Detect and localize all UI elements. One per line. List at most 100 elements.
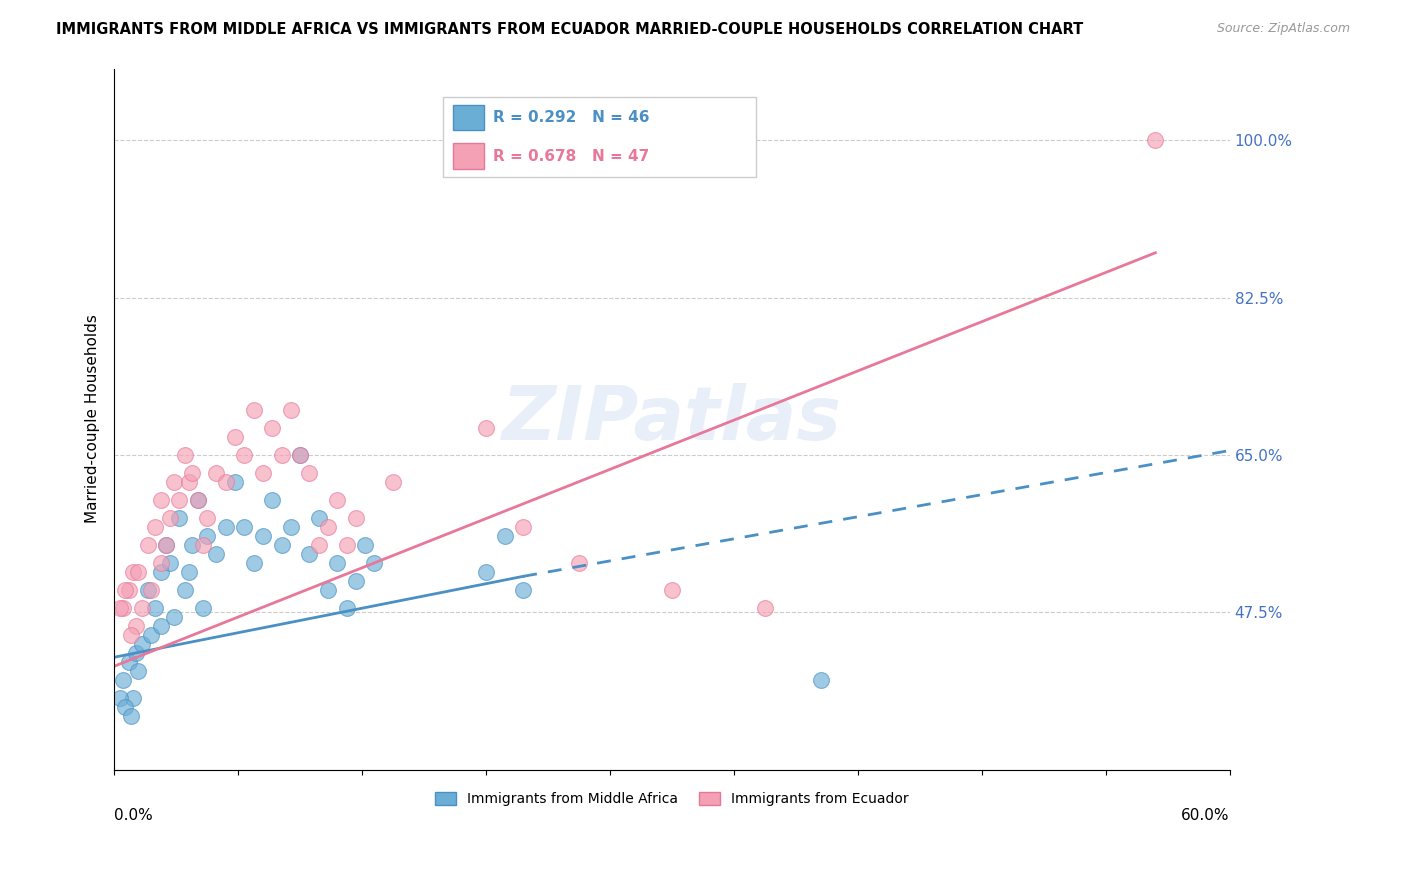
Point bbox=[316, 520, 339, 534]
Point bbox=[326, 556, 349, 570]
Point bbox=[195, 511, 218, 525]
Point bbox=[215, 475, 238, 489]
Point bbox=[163, 609, 186, 624]
Point bbox=[127, 565, 149, 579]
Point bbox=[233, 448, 256, 462]
Point bbox=[810, 673, 832, 687]
Point bbox=[143, 520, 166, 534]
Point bbox=[127, 664, 149, 678]
Point bbox=[155, 538, 177, 552]
Point bbox=[270, 538, 292, 552]
Point bbox=[382, 475, 405, 489]
Point bbox=[661, 582, 683, 597]
Point bbox=[141, 628, 163, 642]
Point bbox=[181, 466, 204, 480]
Point bbox=[224, 475, 246, 489]
Point bbox=[195, 529, 218, 543]
Point bbox=[167, 492, 190, 507]
Point bbox=[155, 538, 177, 552]
Point bbox=[121, 690, 143, 705]
Point bbox=[193, 600, 215, 615]
Point bbox=[224, 430, 246, 444]
Point bbox=[262, 492, 284, 507]
Point bbox=[280, 520, 302, 534]
Point bbox=[177, 475, 200, 489]
Point bbox=[270, 448, 292, 462]
Point bbox=[205, 547, 228, 561]
Point bbox=[344, 511, 367, 525]
Point bbox=[121, 565, 143, 579]
Point bbox=[136, 582, 159, 597]
Point bbox=[136, 538, 159, 552]
Point bbox=[475, 565, 498, 579]
Point bbox=[512, 582, 534, 597]
Point bbox=[205, 466, 228, 480]
Point bbox=[163, 475, 186, 489]
Point bbox=[336, 538, 359, 552]
Y-axis label: Married-couple Households: Married-couple Households bbox=[86, 315, 100, 524]
Legend: Immigrants from Middle Africa, Immigrants from Ecuador: Immigrants from Middle Africa, Immigrant… bbox=[430, 787, 914, 812]
Point bbox=[149, 492, 172, 507]
Point bbox=[120, 628, 142, 642]
Point bbox=[120, 708, 142, 723]
Point bbox=[288, 448, 311, 462]
Point bbox=[167, 511, 190, 525]
Point bbox=[112, 600, 135, 615]
Point bbox=[252, 529, 274, 543]
Point bbox=[193, 538, 215, 552]
Point bbox=[568, 556, 591, 570]
Point bbox=[173, 448, 195, 462]
Point bbox=[494, 529, 516, 543]
Point bbox=[1144, 133, 1167, 147]
Point bbox=[475, 421, 498, 435]
Point bbox=[108, 690, 131, 705]
Point bbox=[344, 574, 367, 588]
Text: 0.0%: 0.0% bbox=[114, 808, 153, 823]
Point bbox=[187, 492, 209, 507]
Point bbox=[316, 582, 339, 597]
Point bbox=[131, 600, 153, 615]
Point bbox=[114, 699, 136, 714]
Text: ZIPatlas: ZIPatlas bbox=[502, 383, 842, 456]
Point bbox=[242, 403, 264, 417]
Point bbox=[363, 556, 385, 570]
Point bbox=[242, 556, 264, 570]
Text: Source: ZipAtlas.com: Source: ZipAtlas.com bbox=[1216, 22, 1350, 36]
Point bbox=[336, 600, 359, 615]
Point bbox=[308, 538, 330, 552]
Point bbox=[125, 646, 148, 660]
Point bbox=[181, 538, 204, 552]
Point bbox=[112, 673, 135, 687]
Point bbox=[308, 511, 330, 525]
Point bbox=[326, 492, 349, 507]
Point bbox=[159, 556, 181, 570]
Point bbox=[252, 466, 274, 480]
Point bbox=[149, 619, 172, 633]
Point bbox=[298, 466, 321, 480]
Text: IMMIGRANTS FROM MIDDLE AFRICA VS IMMIGRANTS FROM ECUADOR MARRIED-COUPLE HOUSEHOL: IMMIGRANTS FROM MIDDLE AFRICA VS IMMIGRA… bbox=[56, 22, 1084, 37]
Point bbox=[108, 600, 131, 615]
Point bbox=[262, 421, 284, 435]
Point bbox=[233, 520, 256, 534]
Point bbox=[512, 520, 534, 534]
Text: 60.0%: 60.0% bbox=[1181, 808, 1230, 823]
Point bbox=[754, 600, 776, 615]
Point bbox=[125, 619, 148, 633]
Point bbox=[298, 547, 321, 561]
Point bbox=[149, 565, 172, 579]
Point bbox=[149, 556, 172, 570]
Point bbox=[187, 492, 209, 507]
Point bbox=[215, 520, 238, 534]
Point bbox=[173, 582, 195, 597]
Point bbox=[114, 582, 136, 597]
Point bbox=[159, 511, 181, 525]
Point bbox=[118, 582, 141, 597]
Point bbox=[177, 565, 200, 579]
Point bbox=[141, 582, 163, 597]
Point bbox=[118, 655, 141, 669]
Point bbox=[280, 403, 302, 417]
Point bbox=[354, 538, 377, 552]
Point bbox=[143, 600, 166, 615]
Point bbox=[288, 448, 311, 462]
Point bbox=[131, 637, 153, 651]
